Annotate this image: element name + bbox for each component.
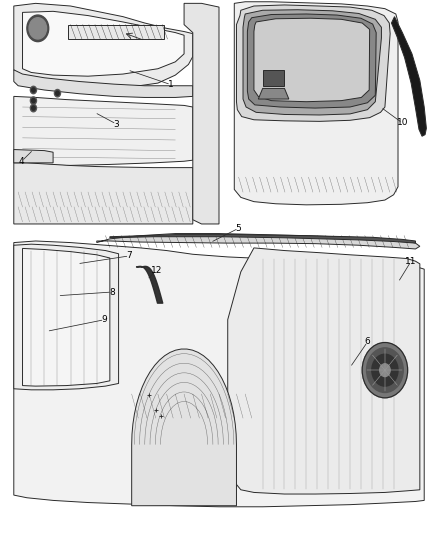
Polygon shape [22, 11, 184, 76]
Circle shape [372, 354, 398, 386]
Text: 4: 4 [19, 157, 25, 166]
Polygon shape [68, 25, 164, 39]
Polygon shape [254, 18, 370, 102]
Circle shape [56, 91, 59, 95]
Polygon shape [14, 150, 53, 163]
Polygon shape [243, 10, 381, 115]
Polygon shape [14, 163, 193, 224]
Polygon shape [14, 70, 193, 98]
Circle shape [380, 364, 390, 376]
Polygon shape [14, 96, 193, 165]
Circle shape [54, 90, 60, 97]
Circle shape [30, 86, 36, 94]
Polygon shape [247, 14, 376, 108]
Text: 11: 11 [405, 257, 417, 265]
Text: 12: 12 [151, 266, 162, 274]
Circle shape [32, 99, 35, 103]
Polygon shape [237, 5, 390, 122]
Text: 3: 3 [113, 119, 119, 128]
Circle shape [32, 106, 35, 110]
Polygon shape [14, 3, 193, 88]
Circle shape [32, 88, 35, 92]
Text: 6: 6 [364, 337, 370, 346]
Polygon shape [263, 70, 285, 86]
Circle shape [30, 97, 36, 104]
Polygon shape [132, 349, 237, 506]
Text: 1: 1 [168, 80, 174, 89]
Polygon shape [258, 88, 289, 99]
Polygon shape [14, 241, 424, 507]
Text: 5: 5 [236, 224, 241, 233]
Circle shape [30, 104, 36, 112]
Polygon shape [228, 248, 420, 494]
Circle shape [27, 15, 49, 42]
Text: 9: 9 [102, 315, 107, 324]
Polygon shape [234, 2, 398, 205]
Circle shape [29, 18, 46, 39]
Polygon shape [14, 244, 119, 390]
Circle shape [367, 348, 403, 392]
Text: 7: 7 [127, 252, 132, 260]
Polygon shape [392, 17, 426, 136]
Polygon shape [97, 233, 420, 249]
Polygon shape [184, 3, 219, 224]
Polygon shape [22, 248, 110, 386]
Text: 10: 10 [397, 118, 408, 127]
Polygon shape [110, 235, 416, 243]
Text: 8: 8 [109, 287, 115, 296]
Circle shape [362, 343, 408, 398]
